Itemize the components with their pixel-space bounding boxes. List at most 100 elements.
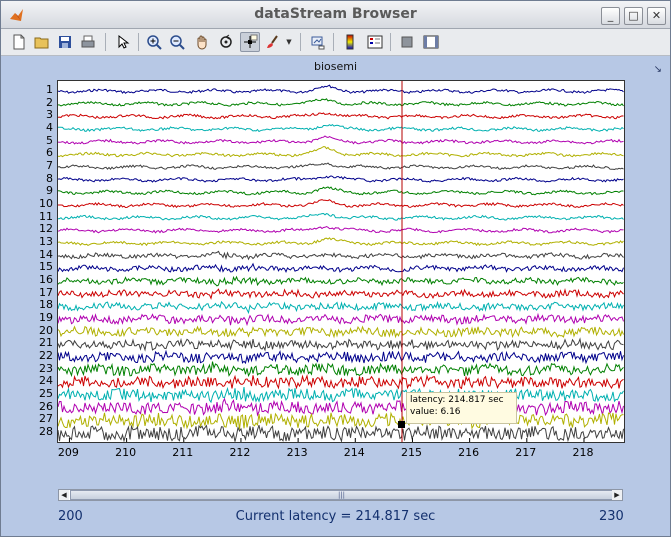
scroll-track[interactable]: ||| xyxy=(70,490,613,500)
trace-channel-10 xyxy=(58,199,624,209)
range-end-label: 230 xyxy=(599,509,624,524)
pan-icon[interactable] xyxy=(192,32,212,52)
trace-channel-14 xyxy=(57,250,624,261)
trace-channel-19 xyxy=(57,312,624,327)
channel-label-24: 24 xyxy=(39,374,53,388)
trace-channel-25 xyxy=(57,386,624,404)
toolbar-separator xyxy=(300,33,301,51)
channel-label-12: 12 xyxy=(39,222,53,236)
x-tick-214: 214 xyxy=(343,446,365,459)
trace-channel-7 xyxy=(57,162,624,171)
channel-label-4: 4 xyxy=(46,121,53,135)
figure-toolbar: ▼ xyxy=(1,29,670,56)
dock-figure-icon[interactable]: ↘ xyxy=(653,64,662,75)
channel-label-23: 23 xyxy=(39,361,53,375)
x-tick-217: 217 xyxy=(515,446,537,459)
channel-label-8: 8 xyxy=(46,171,53,185)
link-plot-icon[interactable] xyxy=(308,32,328,52)
legend-icon[interactable] xyxy=(365,32,385,52)
channel-label-11: 11 xyxy=(39,209,53,223)
x-tick-211: 211 xyxy=(172,446,194,459)
trace-channel-2 xyxy=(57,98,624,107)
minimize-button[interactable]: _ xyxy=(601,7,620,25)
channel-label-9: 9 xyxy=(46,184,53,198)
trace-channel-17 xyxy=(57,288,624,300)
trace-channel-5 xyxy=(57,135,624,145)
trace-channel-24 xyxy=(57,374,624,390)
new-file-icon[interactable] xyxy=(9,32,29,52)
current-latency-label: Current latency = 214.817 sec xyxy=(235,509,436,524)
title-bar[interactable]: dataStream Browser _ □ ✕ xyxy=(1,1,670,29)
channel-label-14: 14 xyxy=(39,247,53,261)
toolbar-separator xyxy=(333,33,334,51)
trace-channel-21 xyxy=(57,337,624,352)
toolbar-separator xyxy=(138,33,139,51)
channel-label-19: 19 xyxy=(39,311,53,325)
channel-label-27: 27 xyxy=(39,412,53,426)
scroll-left-arrow-icon[interactable]: ◀ xyxy=(59,490,69,500)
trace-channel-3 xyxy=(57,112,624,120)
pointer-icon[interactable] xyxy=(113,32,133,52)
channel-label-22: 22 xyxy=(39,349,53,363)
channel-label-20: 20 xyxy=(39,323,53,337)
trace-channel-20 xyxy=(57,325,624,339)
x-tick-213: 213 xyxy=(286,446,308,459)
show-plot-tools-icon[interactable] xyxy=(421,32,441,52)
channel-label-21: 21 xyxy=(39,336,53,350)
zoom-in-icon[interactable] xyxy=(144,32,164,52)
close-button[interactable]: ✕ xyxy=(647,7,666,25)
trace-channel-22 xyxy=(57,349,624,365)
brush-icon[interactable] xyxy=(263,32,283,52)
x-tick-218: 218 xyxy=(572,446,594,459)
data-tip-value: value: 6.16 xyxy=(410,407,461,417)
open-folder-icon[interactable] xyxy=(32,32,52,52)
trace-channel-9 xyxy=(57,186,624,196)
window-title: dataStream Browser xyxy=(254,6,417,22)
trace-channel-11 xyxy=(57,212,624,221)
scroll-right-arrow-icon[interactable]: ▶ xyxy=(612,490,622,500)
data-cursor-marker[interactable] xyxy=(398,421,405,428)
data-cursor-icon[interactable] xyxy=(240,32,260,52)
print-icon[interactable] xyxy=(78,32,98,52)
trace-channel-28 xyxy=(57,424,624,444)
channel-label-3: 3 xyxy=(46,108,53,122)
trace-channel-13 xyxy=(57,237,624,247)
toolbar-separator xyxy=(105,33,106,51)
channel-label-16: 16 xyxy=(39,273,53,287)
channel-label-28: 28 xyxy=(39,425,53,439)
signal-plot-area[interactable] xyxy=(57,80,625,444)
data-tip-latency: latency: 214.817 sec xyxy=(410,395,504,405)
channel-label-17: 17 xyxy=(39,285,53,299)
trace-channel-15 xyxy=(57,262,624,274)
channel-label-15: 15 xyxy=(39,260,53,274)
eeg-traces xyxy=(57,81,624,444)
trace-channel-18 xyxy=(57,300,624,315)
channel-label-5: 5 xyxy=(46,133,53,147)
scroll-thumb[interactable]: ||| xyxy=(70,490,613,500)
rotate-icon[interactable] xyxy=(216,32,236,52)
hide-plot-tools-icon[interactable] xyxy=(397,32,417,52)
channel-label-10: 10 xyxy=(39,197,53,211)
x-tick-209: 209 xyxy=(57,446,79,459)
x-tick-216: 216 xyxy=(458,446,480,459)
trace-channel-23 xyxy=(57,361,624,378)
trace-channel-16 xyxy=(57,275,624,287)
channel-label-26: 26 xyxy=(39,399,53,413)
trace-channel-8 xyxy=(57,175,624,183)
trace-channel-6 xyxy=(57,146,624,158)
x-tick-210: 210 xyxy=(115,446,137,459)
range-start-label: 200 xyxy=(58,509,83,524)
channel-label-25: 25 xyxy=(39,387,53,401)
zoom-out-icon[interactable] xyxy=(167,32,187,52)
latency-scrollbar[interactable]: ◀ ||| ▶ xyxy=(58,489,623,501)
save-icon[interactable] xyxy=(55,32,75,52)
brush-dropdown-icon[interactable]: ▼ xyxy=(286,38,292,46)
toolbar-separator xyxy=(390,33,391,51)
plot-title: biosemi xyxy=(313,60,358,73)
trace-channel-12 xyxy=(57,226,624,234)
x-tick-215: 215 xyxy=(400,446,422,459)
colorbar-icon[interactable] xyxy=(340,32,360,52)
channel-label-13: 13 xyxy=(39,235,53,249)
maximize-button[interactable]: □ xyxy=(624,7,643,25)
